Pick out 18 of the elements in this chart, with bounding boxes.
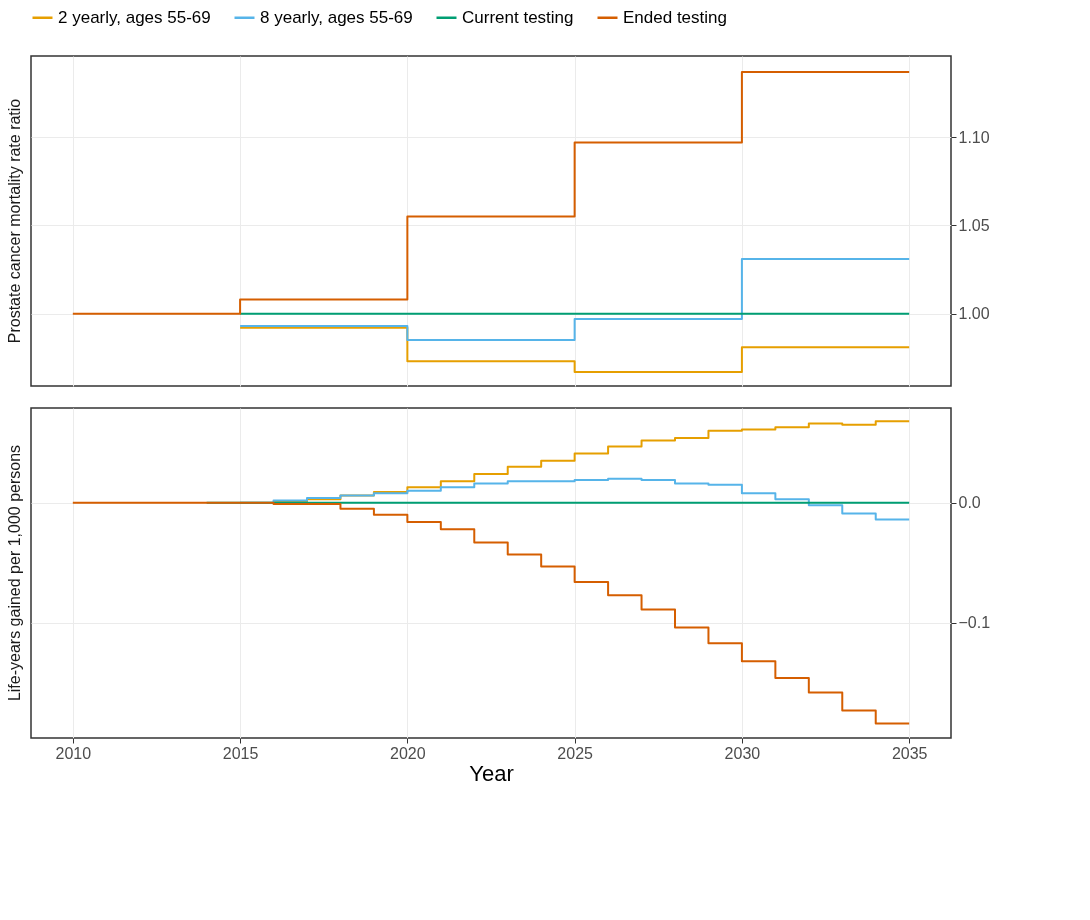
x-tick-label: 2035 [891, 744, 928, 762]
legend-label: 8 yearly, ages 55-69 [260, 7, 413, 27]
y-axis-title: Prostate cancer mortality rate ratio [6, 98, 23, 344]
y-tick-label: −0.1 [958, 614, 991, 632]
y-tick-label: 0.0 [958, 494, 981, 512]
x-tick-label: 2030 [724, 744, 761, 762]
legend-label: 2 yearly, ages 55-69 [58, 7, 211, 27]
x-tick-label: 2025 [557, 744, 594, 762]
legend-label: Ended testing [623, 7, 727, 27]
x-tick-label: 2020 [390, 744, 426, 762]
x-tick-label: 2015 [222, 744, 259, 762]
x-axis-title: Year [469, 760, 514, 786]
y-tick-label: 1.10 [958, 128, 990, 146]
y-axis-title: Life-years gained per 1,000 persons [6, 444, 23, 702]
legend-label: Current testing [462, 7, 574, 27]
y-tick-label: 1.00 [958, 305, 990, 323]
y-tick-label: 1.05 [958, 216, 990, 234]
x-tick-label: 2010 [55, 744, 92, 762]
